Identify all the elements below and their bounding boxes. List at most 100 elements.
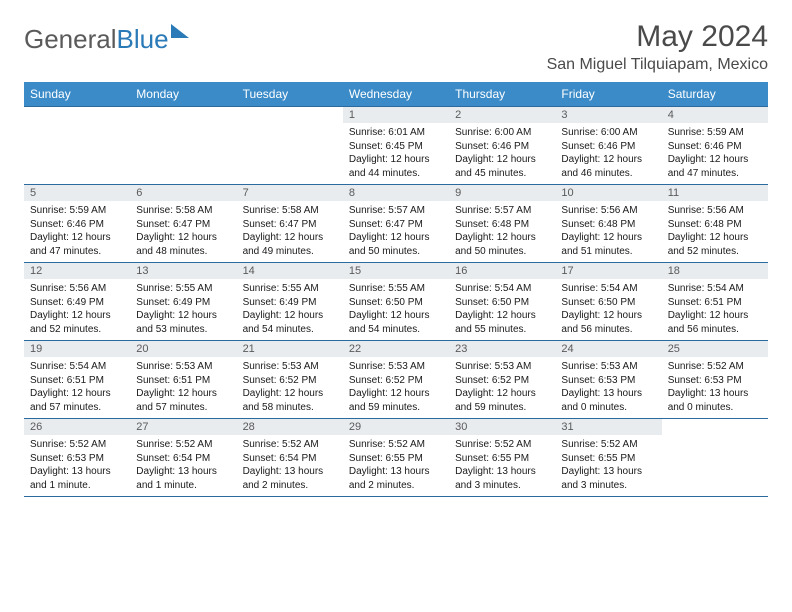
day-number-cell: 12 bbox=[24, 263, 130, 280]
day-number-cell: 7 bbox=[237, 185, 343, 202]
page-header: GeneralBlue May 2024 San Miguel Tilquiap… bbox=[24, 20, 768, 74]
sunset-line: Sunset: 6:51 PM bbox=[30, 374, 124, 388]
day-details-cell: Sunrise: 5:54 AMSunset: 6:51 PMDaylight:… bbox=[662, 279, 768, 341]
daylight-line: Daylight: 12 hours and 54 minutes. bbox=[349, 309, 443, 336]
sunrise-line: Sunrise: 5:52 AM bbox=[30, 438, 124, 452]
day-details-cell: Sunrise: 5:59 AMSunset: 6:46 PMDaylight:… bbox=[24, 201, 130, 263]
sunrise-line: Sunrise: 6:00 AM bbox=[455, 126, 549, 140]
day-details-row: Sunrise: 5:56 AMSunset: 6:49 PMDaylight:… bbox=[24, 279, 768, 341]
sunset-line: Sunset: 6:55 PM bbox=[561, 452, 655, 466]
day-details-cell bbox=[24, 123, 130, 185]
sunset-line: Sunset: 6:51 PM bbox=[136, 374, 230, 388]
sunrise-line: Sunrise: 6:00 AM bbox=[561, 126, 655, 140]
day-number-cell bbox=[237, 107, 343, 124]
sunset-line: Sunset: 6:52 PM bbox=[349, 374, 443, 388]
sunrise-line: Sunrise: 5:52 AM bbox=[668, 360, 762, 374]
sunrise-line: Sunrise: 5:55 AM bbox=[349, 282, 443, 296]
sunrise-line: Sunrise: 5:58 AM bbox=[136, 204, 230, 218]
day-details-cell bbox=[237, 123, 343, 185]
weekday-header: Monday bbox=[130, 82, 236, 107]
daylight-line: Daylight: 12 hours and 51 minutes. bbox=[561, 231, 655, 258]
sunset-line: Sunset: 6:54 PM bbox=[136, 452, 230, 466]
sunrise-line: Sunrise: 5:56 AM bbox=[668, 204, 762, 218]
daylight-line: Daylight: 13 hours and 0 minutes. bbox=[561, 387, 655, 414]
calendar-table: SundayMondayTuesdayWednesdayThursdayFrid… bbox=[24, 82, 768, 497]
daylight-line: Daylight: 13 hours and 1 minute. bbox=[136, 465, 230, 492]
sunset-line: Sunset: 6:50 PM bbox=[455, 296, 549, 310]
sunrise-line: Sunrise: 5:53 AM bbox=[561, 360, 655, 374]
day-details-cell: Sunrise: 5:54 AMSunset: 6:51 PMDaylight:… bbox=[24, 357, 130, 419]
sunset-line: Sunset: 6:52 PM bbox=[455, 374, 549, 388]
sunrise-line: Sunrise: 5:53 AM bbox=[243, 360, 337, 374]
day-number-cell: 20 bbox=[130, 341, 236, 358]
day-details-cell: Sunrise: 5:53 AMSunset: 6:51 PMDaylight:… bbox=[130, 357, 236, 419]
sunset-line: Sunset: 6:45 PM bbox=[349, 140, 443, 154]
day-details-cell bbox=[130, 123, 236, 185]
sunrise-line: Sunrise: 5:52 AM bbox=[243, 438, 337, 452]
day-number-cell bbox=[662, 419, 768, 436]
month-title: May 2024 bbox=[547, 20, 768, 54]
sunrise-line: Sunrise: 5:57 AM bbox=[349, 204, 443, 218]
day-details-cell: Sunrise: 5:58 AMSunset: 6:47 PMDaylight:… bbox=[130, 201, 236, 263]
daylight-line: Daylight: 12 hours and 44 minutes. bbox=[349, 153, 443, 180]
day-details-cell: Sunrise: 5:53 AMSunset: 6:52 PMDaylight:… bbox=[343, 357, 449, 419]
sunrise-line: Sunrise: 5:58 AM bbox=[243, 204, 337, 218]
sunrise-line: Sunrise: 5:56 AM bbox=[561, 204, 655, 218]
sunset-line: Sunset: 6:53 PM bbox=[561, 374, 655, 388]
sunset-line: Sunset: 6:47 PM bbox=[136, 218, 230, 232]
day-details-cell: Sunrise: 5:59 AMSunset: 6:46 PMDaylight:… bbox=[662, 123, 768, 185]
weekday-header: Sunday bbox=[24, 82, 130, 107]
logo-glyph-icon bbox=[171, 24, 189, 38]
daylight-line: Daylight: 12 hours and 59 minutes. bbox=[349, 387, 443, 414]
day-number-cell: 23 bbox=[449, 341, 555, 358]
day-details-row: Sunrise: 5:59 AMSunset: 6:46 PMDaylight:… bbox=[24, 201, 768, 263]
sunset-line: Sunset: 6:49 PM bbox=[243, 296, 337, 310]
day-number-cell: 29 bbox=[343, 419, 449, 436]
sunset-line: Sunset: 6:48 PM bbox=[668, 218, 762, 232]
day-number-cell: 4 bbox=[662, 107, 768, 124]
day-details-cell: Sunrise: 5:53 AMSunset: 6:53 PMDaylight:… bbox=[555, 357, 661, 419]
daylight-line: Daylight: 13 hours and 2 minutes. bbox=[349, 465, 443, 492]
sunset-line: Sunset: 6:46 PM bbox=[455, 140, 549, 154]
logo-text-general: General bbox=[24, 24, 117, 55]
sunset-line: Sunset: 6:50 PM bbox=[349, 296, 443, 310]
daylight-line: Daylight: 13 hours and 3 minutes. bbox=[561, 465, 655, 492]
sunset-line: Sunset: 6:53 PM bbox=[30, 452, 124, 466]
day-number-cell: 10 bbox=[555, 185, 661, 202]
sunrise-line: Sunrise: 5:55 AM bbox=[243, 282, 337, 296]
day-details-cell: Sunrise: 5:57 AMSunset: 6:47 PMDaylight:… bbox=[343, 201, 449, 263]
day-details-row: Sunrise: 5:52 AMSunset: 6:53 PMDaylight:… bbox=[24, 435, 768, 497]
day-details-cell: Sunrise: 5:52 AMSunset: 6:54 PMDaylight:… bbox=[130, 435, 236, 497]
daylight-line: Daylight: 12 hours and 58 minutes. bbox=[243, 387, 337, 414]
sunset-line: Sunset: 6:55 PM bbox=[349, 452, 443, 466]
daylight-line: Daylight: 12 hours and 46 minutes. bbox=[561, 153, 655, 180]
sunrise-line: Sunrise: 5:54 AM bbox=[668, 282, 762, 296]
day-number-cell bbox=[24, 107, 130, 124]
day-number-cell: 26 bbox=[24, 419, 130, 436]
daylight-line: Daylight: 13 hours and 1 minute. bbox=[30, 465, 124, 492]
sunset-line: Sunset: 6:54 PM bbox=[243, 452, 337, 466]
title-block: May 2024 San Miguel Tilquiapam, Mexico bbox=[547, 20, 768, 74]
day-number-row: 12131415161718 bbox=[24, 263, 768, 280]
logo-text-blue: Blue bbox=[117, 24, 169, 55]
daylight-line: Daylight: 12 hours and 49 minutes. bbox=[243, 231, 337, 258]
day-number-cell: 2 bbox=[449, 107, 555, 124]
sunset-line: Sunset: 6:50 PM bbox=[561, 296, 655, 310]
day-number-cell: 24 bbox=[555, 341, 661, 358]
sunset-line: Sunset: 6:55 PM bbox=[455, 452, 549, 466]
day-number-cell: 14 bbox=[237, 263, 343, 280]
sunrise-line: Sunrise: 5:52 AM bbox=[136, 438, 230, 452]
sunrise-line: Sunrise: 5:53 AM bbox=[349, 360, 443, 374]
day-number-cell: 6 bbox=[130, 185, 236, 202]
daylight-line: Daylight: 12 hours and 56 minutes. bbox=[668, 309, 762, 336]
day-details-cell: Sunrise: 5:55 AMSunset: 6:50 PMDaylight:… bbox=[343, 279, 449, 341]
day-number-cell: 11 bbox=[662, 185, 768, 202]
day-details-row: Sunrise: 6:01 AMSunset: 6:45 PMDaylight:… bbox=[24, 123, 768, 185]
daylight-line: Daylight: 12 hours and 57 minutes. bbox=[30, 387, 124, 414]
day-number-cell: 25 bbox=[662, 341, 768, 358]
sunset-line: Sunset: 6:49 PM bbox=[136, 296, 230, 310]
day-details-cell: Sunrise: 5:52 AMSunset: 6:55 PMDaylight:… bbox=[449, 435, 555, 497]
weekday-header: Saturday bbox=[662, 82, 768, 107]
day-number-cell: 28 bbox=[237, 419, 343, 436]
day-number-cell: 17 bbox=[555, 263, 661, 280]
